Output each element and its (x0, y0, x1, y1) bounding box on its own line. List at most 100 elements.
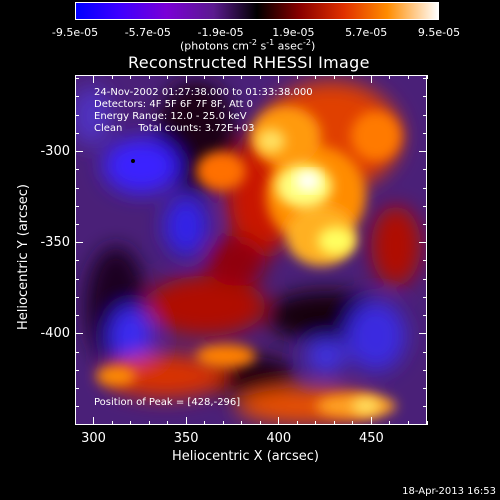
x-axis-tick (278, 75, 280, 83)
y-axis-minor-tick (75, 223, 79, 225)
y-tick-label: -350 (40, 234, 70, 250)
x-axis-minor-tick (259, 75, 261, 79)
x-axis-minor-tick (111, 75, 113, 79)
x-axis-minor-tick (241, 75, 243, 79)
annotation-energy-range: Energy Range: 12.0 - 25.0 keV (94, 111, 247, 122)
x-axis-tick (278, 417, 280, 425)
colorbar-tick-label: -9.5e-05 (51, 26, 99, 39)
annotation-detectors: Detectors: 4F 5F 6F 7F 8F, Att 0 (94, 99, 254, 110)
x-axis-minor-tick (315, 421, 317, 425)
y-axis-tick (75, 242, 83, 244)
x-axis-minor-tick (296, 75, 298, 79)
x-axis-label: Heliocentric X (arcsec) (172, 449, 319, 464)
x-axis-minor-tick (315, 75, 317, 79)
colorbar-tick-label: 1.9e-05 (272, 26, 315, 39)
x-axis-minor-tick (204, 421, 206, 425)
x-axis-tick (93, 75, 95, 83)
timestamp: 18-Apr-2013 16:53 (402, 486, 496, 497)
x-axis-minor-tick (130, 75, 132, 79)
y-axis-minor-tick (423, 96, 427, 98)
x-axis-minor-tick (204, 75, 206, 79)
x-axis-minor-tick (259, 421, 261, 425)
x-axis-minor-tick (333, 421, 335, 425)
y-axis-minor-tick (423, 169, 427, 171)
y-axis-minor-tick (423, 260, 427, 262)
x-axis-minor-tick (389, 421, 391, 425)
annotation-peak-position: Position of Peak = [428,-296] (94, 397, 241, 408)
x-axis-minor-tick (130, 421, 132, 425)
y-axis-minor-tick (423, 114, 427, 116)
y-axis-tick (75, 151, 83, 153)
colorbar-tick-label: -1.9e-05 (197, 26, 244, 39)
x-axis-minor-tick (407, 75, 409, 79)
y-axis-minor-tick (423, 315, 427, 317)
colorbar-tick-label: 9.5e-05 (417, 26, 461, 39)
x-axis-minor-tick (352, 421, 354, 425)
x-axis-tick (370, 417, 372, 425)
x-axis-minor-tick (111, 421, 113, 425)
y-tick-label: -300 (40, 143, 70, 159)
y-axis-minor-tick (423, 223, 427, 225)
x-axis-minor-tick (426, 75, 428, 79)
x-axis-minor-tick (74, 75, 76, 79)
x-tick-label: 400 (266, 431, 292, 446)
y-axis-minor-tick (75, 114, 79, 116)
y-axis-minor-tick (75, 278, 79, 280)
heatmap-plot-area (75, 75, 427, 425)
y-axis-minor-tick (423, 78, 427, 80)
y-axis-minor-tick (423, 296, 427, 298)
x-axis-minor-tick (407, 421, 409, 425)
heatmap-image (76, 76, 426, 424)
x-tick-label: 300 (81, 431, 106, 446)
x-axis-minor-tick (148, 421, 150, 425)
y-axis-minor-tick (423, 369, 427, 371)
y-axis-minor-tick (75, 187, 79, 189)
annotation-clean-counts: Clean Total counts: 3.72E+03 (94, 123, 255, 134)
y-axis-tick (419, 242, 427, 244)
colorbar (75, 2, 439, 20)
y-axis-minor-tick (75, 169, 79, 171)
x-axis-tick (185, 75, 187, 83)
x-axis-minor-tick (389, 75, 391, 79)
y-axis-minor-tick (75, 351, 79, 353)
y-axis-minor-tick (423, 406, 427, 408)
y-axis-minor-tick (75, 260, 79, 262)
chart-title: Reconstructed RHESSI Image (128, 53, 370, 72)
y-axis-minor-tick (423, 351, 427, 353)
y-axis-minor-tick (75, 205, 79, 207)
y-axis-minor-tick (423, 278, 427, 280)
x-axis-tick (185, 417, 187, 425)
y-axis-tick (419, 333, 427, 335)
y-axis-label: Heliocentric Y (arcsec) (16, 184, 31, 330)
x-axis-minor-tick (222, 75, 224, 79)
x-axis-minor-tick (74, 421, 76, 425)
colorbar-tick-label: 5.7e-05 (345, 26, 388, 39)
y-axis-minor-tick (75, 296, 79, 298)
colorbar-unit-label: (photons cm-2 s-1 asec-2) (180, 38, 316, 53)
x-axis-minor-tick (296, 421, 298, 425)
y-axis-minor-tick (423, 132, 427, 134)
x-axis-minor-tick (352, 75, 354, 79)
y-axis-tick (75, 333, 83, 335)
x-axis-minor-tick (241, 421, 243, 425)
y-axis-minor-tick (75, 132, 79, 134)
x-tick-label: 450 (358, 431, 384, 446)
y-axis-minor-tick (75, 406, 79, 408)
x-axis-minor-tick (148, 75, 150, 79)
x-axis-minor-tick (222, 421, 224, 425)
x-axis-minor-tick (167, 75, 169, 79)
colorbar-tick-label: -5.7e-05 (124, 26, 171, 39)
x-axis-tick (93, 417, 95, 425)
y-axis-minor-tick (423, 205, 427, 207)
y-axis-minor-tick (75, 78, 79, 80)
x-axis-minor-tick (333, 75, 335, 79)
y-axis-minor-tick (75, 388, 79, 390)
y-axis-minor-tick (75, 315, 79, 317)
annotation-time-range: 24-Nov-2002 01:27:38.000 to 01:33:38.000 (94, 87, 313, 98)
y-axis-minor-tick (75, 96, 79, 98)
y-axis-minor-tick (75, 369, 79, 371)
x-tick-label: 350 (173, 431, 199, 446)
x-axis-minor-tick (426, 421, 428, 425)
y-tick-label: -400 (40, 325, 70, 341)
y-axis-minor-tick (423, 388, 427, 390)
